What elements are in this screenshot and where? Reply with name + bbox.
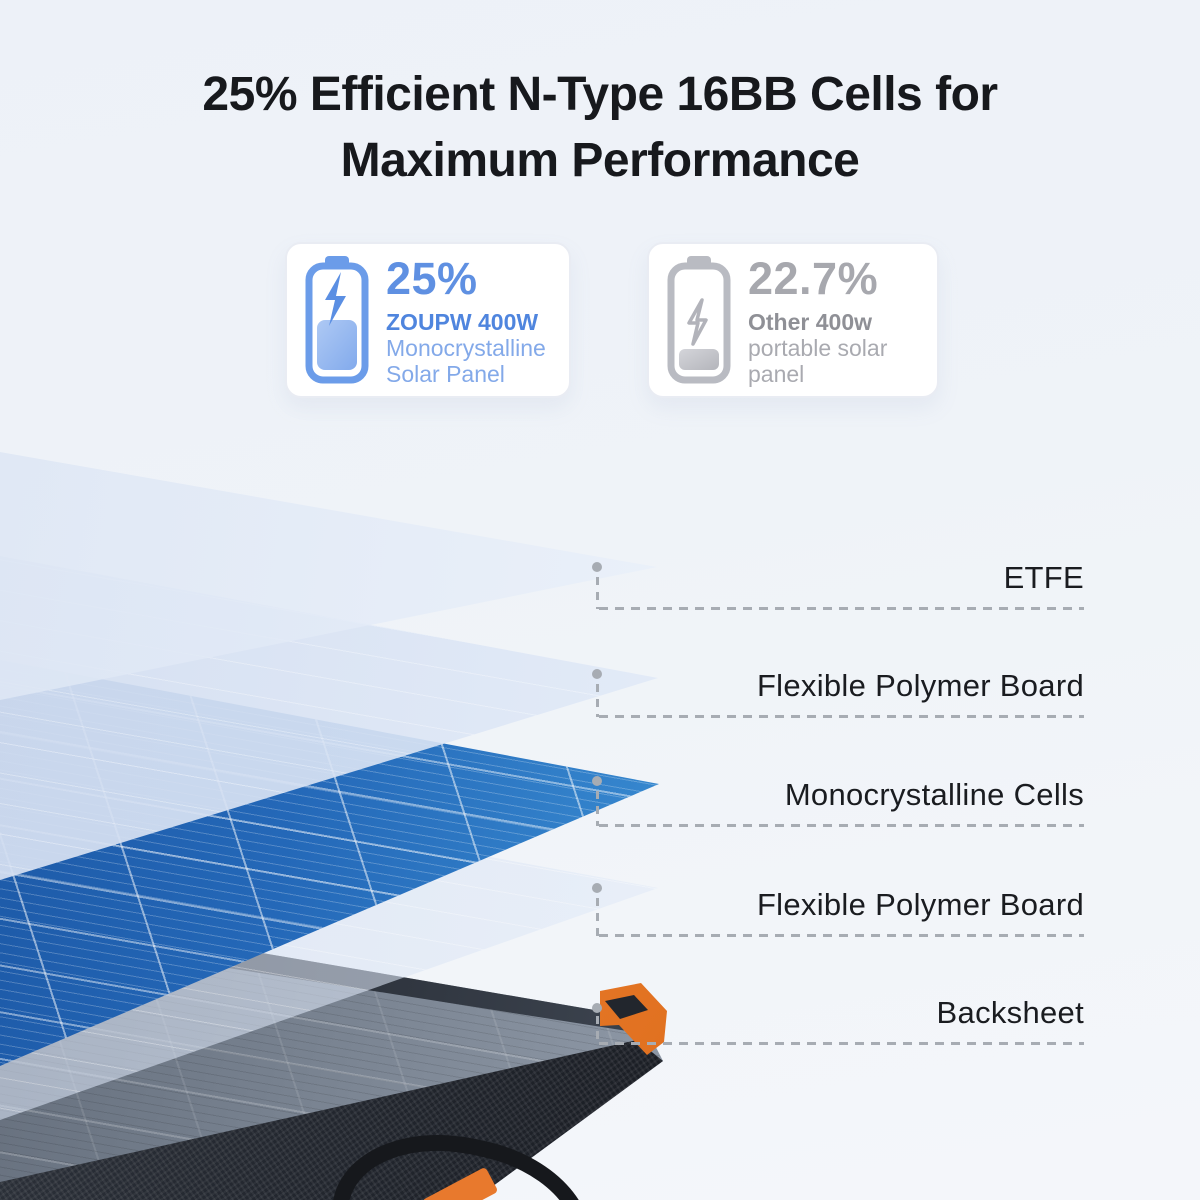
layer-label-backsheet: Backsheet: [936, 995, 1084, 1030]
product-desc2-zoupw: Solar Panel: [386, 361, 505, 387]
callout-dot-polymer-bottom: [592, 883, 602, 893]
card-text-zoupw: 25% ZOUPW 400W Monocrystalline Solar Pan…: [386, 252, 546, 387]
callout-dot-backsheet: [592, 1003, 602, 1013]
layer-label-polymer-top: Flexible Polymer Board: [756, 668, 1084, 703]
callout-vline-cells: [596, 791, 599, 826]
layer-label-etfe: ETFE: [1003, 560, 1084, 595]
product-desc1-zoupw: Monocrystalline: [386, 335, 546, 361]
product-desc2-other: panel: [748, 361, 805, 387]
efficiency-card-zoupw: 25% ZOUPW 400W Monocrystalline Solar Pan…: [285, 242, 571, 398]
page-title: 25% Efficient N-Type 16BB Cells for Maxi…: [0, 62, 1200, 194]
callout-dot-cells: [592, 776, 602, 786]
callout-hline-cells: [599, 824, 1084, 827]
product-name-other: Other 400w: [748, 309, 872, 335]
callout-hline-etfe: [599, 607, 1084, 610]
battery-high-charge-icon: [305, 256, 369, 384]
title-line-2: Maximum Performance: [340, 134, 860, 187]
callout-dot-etfe: [592, 562, 602, 572]
callout-hline-polymer-bottom: [599, 934, 1084, 937]
callout-hline-polymer-top: [599, 715, 1084, 718]
title-line-1: 25% Efficient N-Type 16BB Cells for: [202, 68, 998, 121]
layer-label-polymer-bottom: Flexible Polymer Board: [756, 887, 1084, 922]
callout-hline-backsheet: [599, 1042, 1084, 1045]
callout-vline-polymer-bottom: [596, 898, 599, 936]
layer-label-cells: Monocrystalline Cells: [784, 777, 1084, 812]
efficiency-percent-zoupw: 25%: [386, 253, 478, 304]
callout-dot-polymer-top: [592, 669, 602, 679]
callout-vline-polymer-top: [596, 684, 599, 717]
product-name-zoupw: ZOUPW 400W: [386, 309, 539, 335]
callout-vline-etfe: [596, 577, 599, 609]
efficiency-percent-other: 22.7%: [748, 253, 879, 304]
battery-low-charge-icon: [667, 256, 731, 384]
card-text-other: 22.7% Other 400w portable solar panel: [748, 252, 887, 387]
callout-vline-backsheet: [596, 1016, 599, 1042]
efficiency-card-other: 22.7% Other 400w portable solar panel: [647, 242, 939, 398]
product-desc1-other: portable solar: [748, 335, 888, 361]
